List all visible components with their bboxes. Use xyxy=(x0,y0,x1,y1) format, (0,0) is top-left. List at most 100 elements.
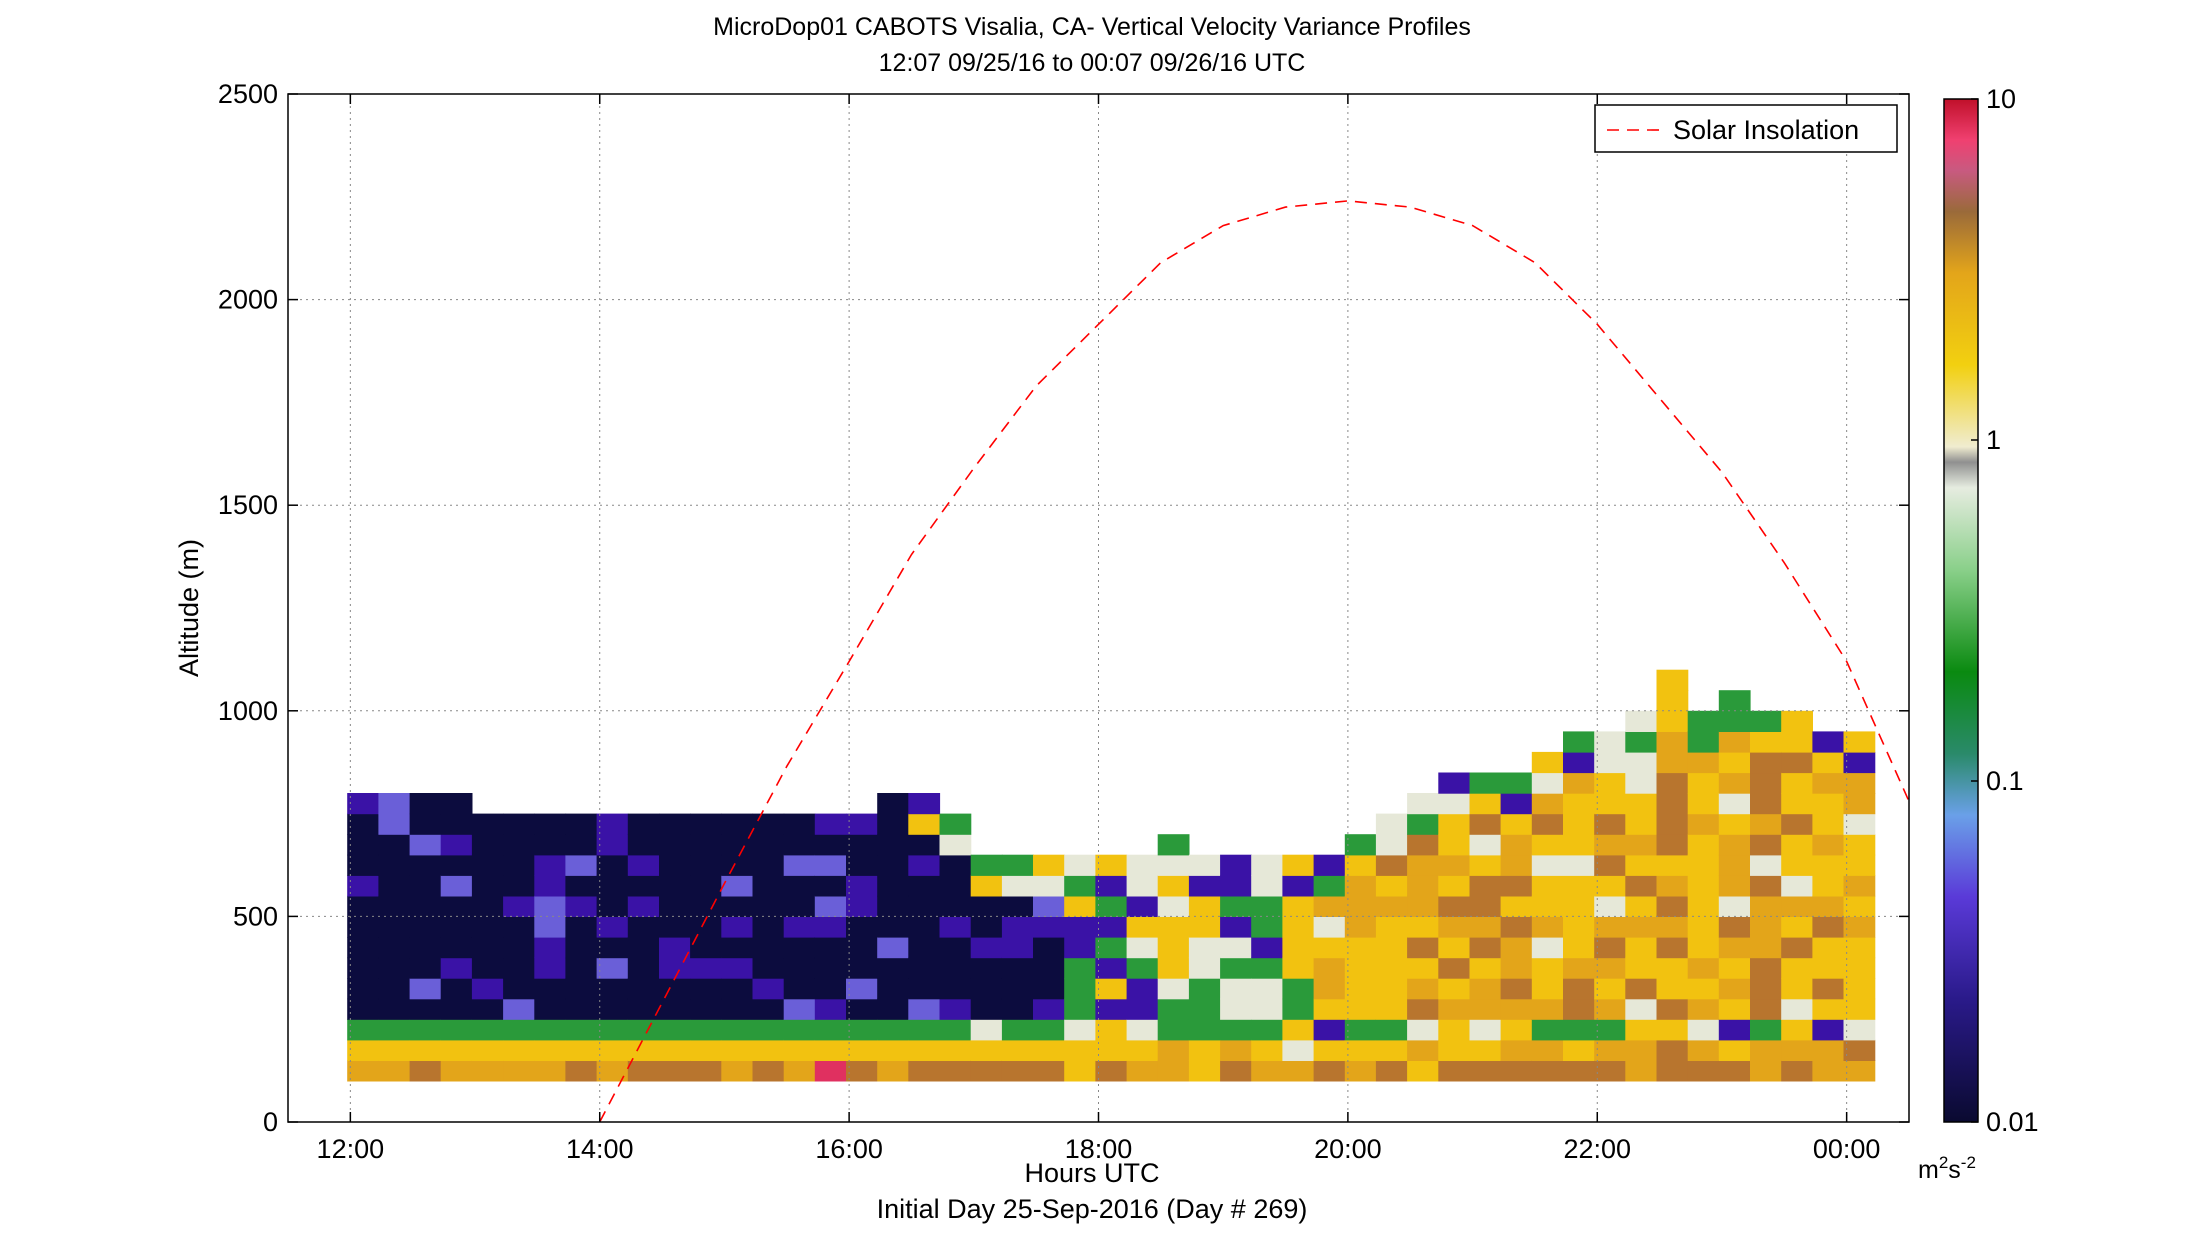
heatmap-cell xyxy=(1001,937,1034,959)
heatmap-cell xyxy=(1812,793,1845,815)
heatmap-cell xyxy=(596,875,629,897)
heatmap-cell xyxy=(1469,875,1502,897)
x-tick-label: 16:00 xyxy=(815,1134,883,1164)
heatmap-cell xyxy=(1282,875,1315,897)
heatmap-cell xyxy=(814,875,847,897)
heatmap-cell xyxy=(1001,978,1034,1000)
heatmap-cell xyxy=(347,895,379,917)
heatmap-cell xyxy=(1407,1019,1439,1041)
heatmap-cell xyxy=(1126,854,1159,876)
heatmap-cell xyxy=(503,957,535,979)
heatmap-cell xyxy=(471,957,504,979)
heatmap-cell xyxy=(503,834,535,856)
heatmap-cell xyxy=(1095,957,1128,979)
heatmap-cell xyxy=(1407,895,1439,917)
heatmap-cell xyxy=(1251,998,1283,1020)
heatmap-cell xyxy=(1718,710,1751,732)
heatmap-cell xyxy=(1625,895,1658,917)
heatmap-cell xyxy=(690,1060,722,1082)
heatmap-cell xyxy=(877,978,909,1000)
heatmap-cell xyxy=(1531,937,1564,959)
heatmap-cell xyxy=(471,813,504,835)
heatmap-cell xyxy=(503,813,535,835)
heatmap-cell xyxy=(1500,834,1533,856)
heatmap-cell xyxy=(1750,793,1782,815)
heatmap-cell xyxy=(814,1060,847,1082)
heatmap-cell xyxy=(1843,793,1876,815)
heatmap-cell xyxy=(908,813,941,835)
heatmap-cell xyxy=(814,998,847,1020)
heatmap-cell xyxy=(752,854,785,876)
heatmap-cell xyxy=(1656,793,1689,815)
heatmap-cell xyxy=(721,937,754,959)
heatmap-cell xyxy=(409,998,442,1020)
heatmap-cell xyxy=(1033,875,1065,897)
heatmap-cell xyxy=(1157,895,1190,917)
heatmap-cell xyxy=(1687,895,1720,917)
heatmap-cell xyxy=(1656,731,1689,753)
heatmap-cell xyxy=(1687,937,1720,959)
heatmap-cell xyxy=(1500,895,1533,917)
heatmap-cell xyxy=(1812,875,1845,897)
heatmap-cell xyxy=(627,978,660,1000)
heatmap-cell xyxy=(752,1060,785,1082)
heatmap-cell xyxy=(347,957,379,979)
heatmap-cell xyxy=(814,978,847,1000)
heatmap-cell xyxy=(1407,978,1439,1000)
heatmap-cell xyxy=(1126,1019,1159,1041)
heatmap-cell xyxy=(877,998,909,1020)
heatmap-cell xyxy=(814,834,847,856)
heatmap-cell xyxy=(596,957,629,979)
heatmap-cell xyxy=(440,854,473,876)
heatmap-cell xyxy=(1438,875,1471,897)
heatmap-cell xyxy=(1033,916,1065,938)
heatmap-cell xyxy=(877,1019,909,1041)
heatmap-cell xyxy=(596,916,629,938)
heatmap-cell xyxy=(939,1060,972,1082)
heatmap-cell xyxy=(1563,916,1595,938)
heatmap-cell xyxy=(1438,772,1471,794)
heatmap-cell xyxy=(721,875,754,897)
heatmap-cell xyxy=(1718,1039,1751,1061)
heatmap-cell xyxy=(939,813,972,835)
heatmap-cell xyxy=(409,916,442,938)
heatmap-cell xyxy=(534,895,567,917)
heatmap-cell xyxy=(783,854,816,876)
heatmap-cell xyxy=(503,1060,535,1082)
heatmap-cell xyxy=(783,937,816,959)
heatmap-cell xyxy=(814,895,847,917)
heatmap-cell xyxy=(627,813,660,835)
heatmap-cell xyxy=(1594,751,1626,774)
heatmap-cell xyxy=(1625,751,1658,774)
heatmap-cell xyxy=(783,1060,816,1082)
heatmap-cell xyxy=(1531,978,1564,1000)
heatmap-cell xyxy=(752,1039,785,1061)
heatmap-cell xyxy=(1750,772,1782,794)
y-tick-label: 2500 xyxy=(218,79,278,109)
heatmap-cell xyxy=(939,875,972,897)
heatmap-cell xyxy=(1375,1039,1408,1061)
heatmap-cell xyxy=(783,957,816,979)
heatmap-cell xyxy=(690,854,722,876)
heatmap-cell xyxy=(1469,937,1502,959)
heatmap-cell xyxy=(1469,916,1502,938)
heatmap-cell xyxy=(1750,1019,1782,1041)
heatmap-cell xyxy=(1438,1060,1471,1082)
heatmap-cell xyxy=(1625,710,1658,732)
heatmap-cell xyxy=(1313,854,1346,876)
heatmap-cell xyxy=(1157,916,1190,938)
heatmap-cell xyxy=(347,875,379,897)
heatmap-cell xyxy=(877,793,909,815)
heatmap-cell xyxy=(1531,998,1564,1020)
heatmap-cell xyxy=(1718,834,1751,856)
heatmap-cell xyxy=(1033,1019,1065,1041)
heatmap-cell xyxy=(409,1060,442,1082)
heatmap-cell xyxy=(1469,895,1502,917)
heatmap-cell xyxy=(814,957,847,979)
heatmap-cell xyxy=(1313,937,1346,959)
heatmap-cell xyxy=(1718,937,1751,959)
heatmap-cell xyxy=(1220,1039,1252,1061)
heatmap-cell xyxy=(1594,1039,1626,1061)
heatmap-cell xyxy=(627,998,660,1020)
heatmap-cell xyxy=(1064,978,1096,1000)
